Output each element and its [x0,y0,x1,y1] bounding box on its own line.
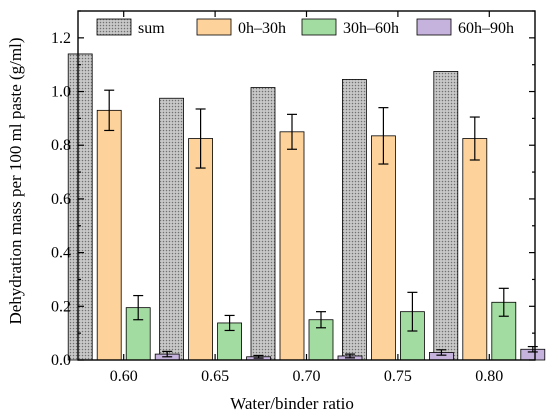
legend-swatch-0h–30h [196,18,232,36]
bar-sum-0.70 [250,87,276,361]
bar-0h–30h-0.80 [462,138,488,361]
bar-0h–30h-0.60 [96,109,122,361]
x-tick-label: 0.75 [384,368,412,385]
bar-sum-0.60 [67,53,93,361]
bar-sum-0.65 [159,97,185,361]
y-tick-label: 0.4 [51,245,71,262]
y-tick-label: 0.2 [51,298,71,315]
y-axis-label: Dehydration mass per 100 ml paste (g/ml) [6,37,25,324]
y-tick-label: 0.6 [51,191,71,208]
bar-0h–30h-0.75 [370,135,396,361]
x-tick-label: 0.80 [475,368,503,385]
legend-swatch-sum [96,18,132,36]
x-axis-label: Water/binder ratio [230,394,354,413]
bar-sum-0.75 [341,79,367,361]
y-tick-label: 0.8 [51,137,71,154]
bar-0h–30h-0.65 [188,138,214,361]
plot-area: 0.0 0.2 0.4 0.6 0.8 1.0 1.2 0.60 0.65 0.70 0.75 0.8… [51,10,546,385]
bar-sum-0.80 [433,71,459,361]
legend-label: 60h–90h [458,20,514,37]
x-tick-label: 0.60 [110,368,138,385]
legend-swatch-60h–90h [416,18,452,36]
bar-0h–30h-0.70 [279,131,305,361]
legend-swatch-30h–60h [301,18,337,36]
legend-label: 30h–60h [343,20,399,37]
y-tick-label: 0.0 [51,352,71,369]
y-tick-label: 1.2 [51,30,71,47]
y-tick-label: 1.0 [51,84,71,101]
x-tick-label: 0.65 [201,368,229,385]
x-tick-label: 0.70 [293,368,321,385]
legend: sum 0h–30h 30h–60h 60h–90h [96,18,514,37]
legend-label: 0h–30h [238,20,286,37]
legend-label: sum [138,20,165,37]
